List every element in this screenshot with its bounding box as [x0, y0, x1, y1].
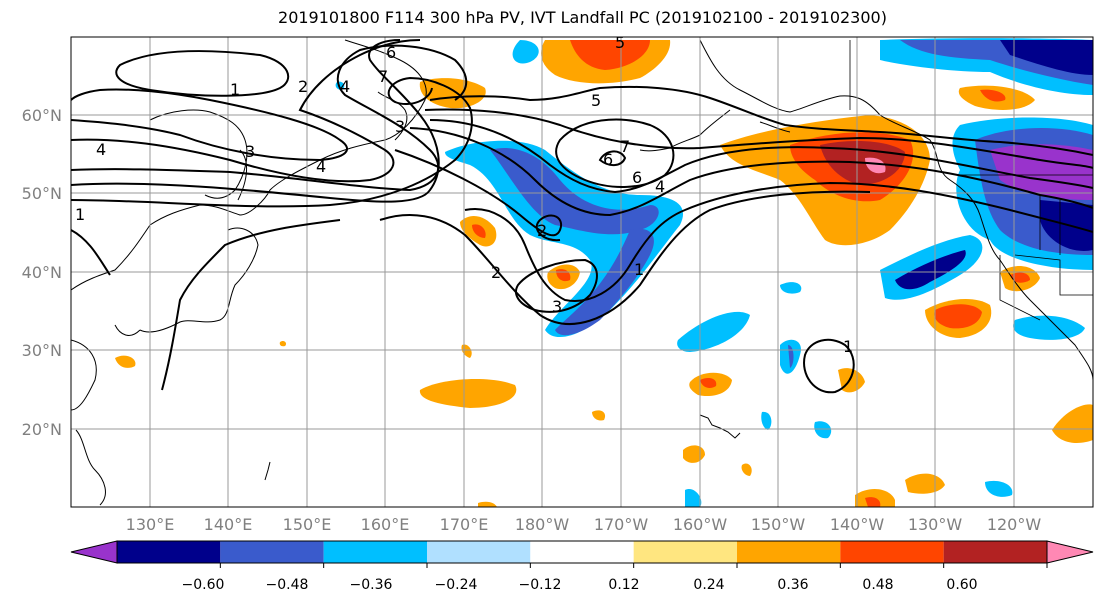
- colorbar-swatch: [943, 541, 1047, 563]
- colorbar-extend-min: [70, 540, 118, 564]
- svg-text:2: 2: [298, 77, 308, 96]
- pv-contours: [71, 39, 1093, 394]
- lat-label: 30°N: [22, 341, 62, 360]
- colorbar-swatch: [530, 541, 634, 563]
- lon-label: 140°W: [830, 515, 885, 534]
- colorbar-tick-label: −0.48: [266, 577, 309, 593]
- colorbar-swatch: [117, 541, 221, 563]
- positive-anomaly-shading: [115, 40, 1093, 507]
- svg-text:1: 1: [230, 80, 240, 99]
- lon-label: 120°W: [987, 515, 1042, 534]
- svg-text:4: 4: [655, 177, 665, 196]
- lon-label: 150°E: [283, 515, 332, 534]
- colorbar: [70, 540, 1094, 568]
- svg-text:3: 3: [395, 117, 405, 136]
- svg-text:5: 5: [591, 91, 601, 110]
- lon-label: 160°W: [673, 515, 728, 534]
- colorbar-tick-label: −0.36: [350, 577, 393, 593]
- lon-label: 170°W: [594, 515, 649, 534]
- colorbar-swatch: [840, 541, 944, 563]
- colorbar-swatch: [737, 541, 841, 563]
- svg-text:7: 7: [620, 137, 630, 156]
- svg-text:5: 5: [615, 33, 625, 52]
- svg-text:2: 2: [491, 263, 501, 282]
- lon-label: 130°W: [908, 515, 963, 534]
- lon-label: 160°E: [361, 515, 410, 534]
- svg-text:4: 4: [96, 140, 106, 159]
- svg-text:6: 6: [386, 43, 396, 62]
- colorbar-tick-labels: −0.60 −0.48 −0.36 −0.24 −0.12 0.12 0.24 …: [182, 577, 978, 593]
- colorbar-tick-label: −0.12: [519, 577, 562, 593]
- colorbar-swatch: [633, 541, 737, 563]
- longitude-labels: 130°E 140°E 150°E 160°E 170°E 180°W 170°…: [126, 515, 1042, 534]
- lat-label: 60°N: [22, 106, 62, 125]
- lat-label: 20°N: [22, 420, 62, 439]
- political-borders: [849, 40, 1093, 321]
- colorbar-swatch: [220, 541, 324, 563]
- lat-label: 40°N: [22, 263, 62, 282]
- map-title: 2019101800 F114 300 hPa PV, IVT Landfall…: [278, 8, 887, 27]
- colorbar-tick-label: 0.36: [777, 577, 808, 593]
- colorbar-swatch: [427, 541, 531, 563]
- svg-text:1: 1: [75, 205, 85, 224]
- colorbar-swatch: [323, 541, 427, 563]
- map-border: [70, 36, 1094, 508]
- colorbar-tick-label: −0.24: [435, 577, 478, 593]
- lon-label: 150°W: [751, 515, 806, 534]
- lon-label: 140°E: [204, 515, 253, 534]
- lon-label: 170°E: [440, 515, 489, 534]
- colorbar-tick-label: 0.24: [693, 577, 724, 593]
- negative-anomaly-shading: [335, 38, 1093, 507]
- colorbar-tick-label: 0.12: [608, 577, 639, 593]
- gridlines: [71, 37, 1093, 507]
- contour-labels: 1 2 3 4 5 6 7 4 3 2 1 6 5 4 3 2 1 6 7 4 …: [75, 33, 853, 356]
- lat-label: 50°N: [22, 184, 62, 203]
- colorbar-extend-max: [1046, 540, 1094, 564]
- colorbar-tick-label: −0.60: [182, 577, 225, 593]
- latitude-labels: 60°N 50°N 40°N 30°N 20°N: [22, 106, 62, 439]
- svg-text:6: 6: [603, 150, 613, 169]
- svg-text:2: 2: [537, 221, 547, 240]
- svg-text:4: 4: [340, 77, 350, 96]
- lon-label: 180°W: [515, 515, 570, 534]
- svg-text:7: 7: [378, 67, 388, 86]
- svg-text:4: 4: [316, 157, 326, 176]
- svg-text:3: 3: [245, 142, 255, 161]
- svg-text:1: 1: [634, 260, 644, 279]
- lon-label: 130°E: [126, 515, 175, 534]
- svg-text:6: 6: [632, 168, 642, 187]
- colorbar-tick-label: 0.60: [946, 577, 977, 593]
- svg-text:3: 3: [552, 297, 562, 316]
- colorbar-tick-label: 0.48: [862, 577, 893, 593]
- svg-text:1: 1: [843, 337, 853, 356]
- colorbar-outline: [116, 540, 1048, 564]
